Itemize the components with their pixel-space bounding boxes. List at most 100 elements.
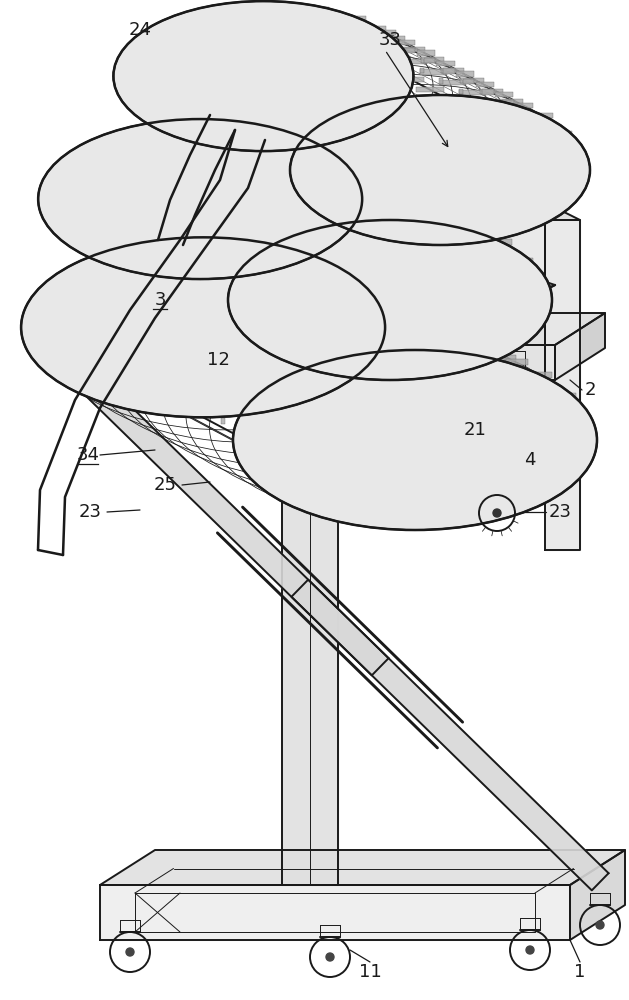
Bar — [174, 393, 179, 399]
Bar — [439, 78, 443, 84]
Ellipse shape — [21, 237, 385, 417]
Text: 23: 23 — [79, 503, 101, 521]
Bar — [557, 141, 561, 146]
Bar — [581, 418, 586, 424]
Bar — [231, 393, 245, 399]
Bar — [541, 121, 553, 126]
Bar — [534, 393, 538, 399]
Bar — [441, 68, 464, 73]
Ellipse shape — [290, 95, 590, 245]
Bar — [288, 131, 299, 136]
Bar — [437, 213, 448, 219]
Bar — [515, 103, 533, 108]
Bar — [335, 69, 362, 75]
Bar — [515, 368, 529, 374]
Bar — [291, 355, 319, 361]
Bar — [421, 318, 435, 324]
Bar — [521, 110, 533, 115]
Bar — [457, 225, 470, 230]
Bar — [440, 330, 469, 336]
Bar — [279, 68, 302, 73]
Bar — [417, 317, 445, 324]
Bar — [111, 135, 136, 140]
Ellipse shape — [228, 220, 552, 380]
Bar — [345, 161, 364, 166]
Bar — [90, 284, 112, 290]
Bar — [170, 68, 182, 74]
Bar — [231, 359, 253, 365]
Bar — [269, 278, 303, 284]
Bar — [557, 405, 562, 412]
Bar — [89, 318, 103, 324]
Bar — [280, 152, 284, 157]
Bar — [412, 309, 434, 315]
Bar — [433, 213, 459, 219]
Bar — [538, 381, 552, 387]
Bar — [561, 131, 572, 136]
Bar — [150, 280, 178, 286]
Bar — [443, 68, 455, 74]
Bar — [369, 190, 373, 196]
Bar — [103, 355, 108, 361]
Bar — [267, 342, 296, 349]
Bar — [308, 113, 326, 118]
Bar — [420, 69, 447, 75]
Bar — [318, 89, 341, 94]
Ellipse shape — [113, 1, 413, 151]
Bar — [397, 77, 425, 82]
Bar — [411, 213, 415, 219]
Bar — [150, 58, 162, 63]
Bar — [459, 89, 463, 94]
Bar — [391, 191, 416, 196]
Circle shape — [596, 921, 604, 929]
Bar — [438, 344, 470, 351]
Bar — [321, 282, 353, 288]
Bar — [111, 224, 116, 230]
Bar — [416, 87, 444, 92]
Bar — [482, 89, 494, 95]
Bar — [364, 212, 394, 217]
Bar — [352, 169, 364, 174]
Polygon shape — [235, 130, 290, 150]
Bar — [374, 293, 387, 299]
Bar — [440, 343, 445, 349]
Bar — [194, 269, 227, 275]
Bar — [479, 236, 491, 242]
Bar — [242, 294, 274, 300]
Bar — [170, 40, 189, 45]
Bar — [249, 82, 267, 87]
Bar — [347, 181, 376, 187]
Bar — [322, 189, 352, 195]
Bar — [460, 78, 484, 83]
Bar — [198, 240, 231, 247]
Bar — [131, 146, 157, 151]
Bar — [151, 125, 179, 131]
Bar — [429, 206, 448, 211]
Bar — [142, 183, 162, 189]
Polygon shape — [523, 209, 580, 220]
Circle shape — [493, 509, 501, 517]
Bar — [365, 172, 385, 178]
Bar — [269, 121, 280, 126]
Bar — [197, 405, 202, 412]
Bar — [392, 318, 398, 324]
Bar — [284, 148, 313, 153]
Polygon shape — [545, 220, 580, 550]
Bar — [137, 309, 159, 315]
Bar — [245, 265, 279, 272]
Bar — [237, 202, 262, 207]
Ellipse shape — [38, 119, 362, 279]
Bar — [471, 228, 491, 234]
Bar — [302, 7, 329, 12]
Bar — [113, 331, 127, 337]
Bar — [326, 170, 355, 176]
Bar — [368, 307, 400, 313]
Bar — [336, 344, 368, 351]
Bar — [207, 381, 221, 387]
Bar — [454, 235, 457, 241]
Bar — [218, 282, 250, 288]
Bar — [57, 169, 70, 174]
Bar — [411, 215, 440, 220]
Bar — [184, 368, 198, 374]
Bar — [248, 110, 260, 115]
